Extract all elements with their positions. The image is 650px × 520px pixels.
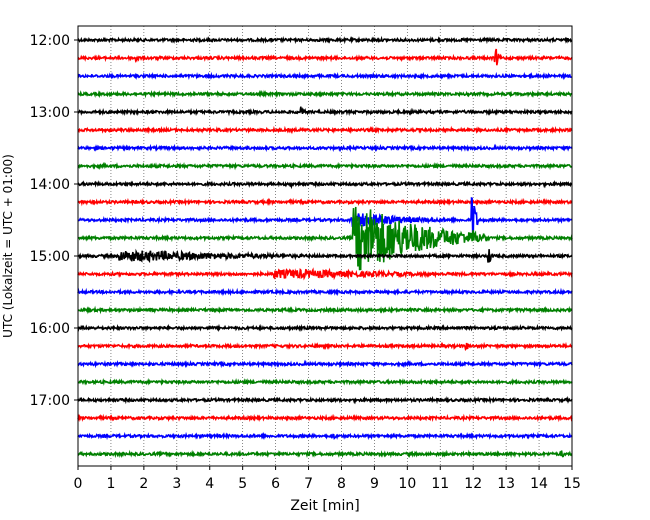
y-tick-label: 13:00 (30, 105, 70, 121)
trace-line (77, 395, 573, 405)
plot-frame (77, 25, 573, 467)
trace-line (77, 71, 573, 81)
y-tick-label: 17:00 (30, 393, 70, 409)
y-tick-label: 15:00 (30, 249, 70, 265)
trace-line (77, 305, 573, 315)
trace-line (77, 206, 573, 271)
trace-line (77, 449, 573, 459)
x-tick-label: 13 (497, 476, 515, 492)
trace-line (77, 179, 573, 190)
x-tick-label: 11 (431, 476, 449, 492)
y-axis-ticks: 12:00 13:00 14:00 15:00 16:00 17:00 (30, 33, 78, 409)
trace-line (77, 197, 573, 207)
trace-line (77, 143, 573, 153)
trace-line (77, 197, 573, 237)
y-tick-label: 16:00 (30, 321, 70, 337)
x-axis-ticks: 0 1 2 3 4 5 6 7 8 9 10 11 12 13 14 15 (74, 466, 581, 492)
trace-line (77, 431, 573, 441)
trace-line (77, 48, 573, 66)
trace-line (77, 287, 573, 297)
x-tick-label: 1 (106, 476, 115, 492)
x-tick-label: 14 (530, 476, 548, 492)
x-tick-label: 2 (139, 476, 148, 492)
trace-line (77, 359, 573, 369)
trace-line (77, 89, 573, 99)
y-tick-label: 12:00 (30, 33, 70, 49)
trace-line (77, 248, 573, 264)
trace-line (77, 125, 573, 135)
trace-line (77, 267, 573, 281)
trace-line (77, 341, 573, 352)
x-tick-label: 12 (464, 476, 482, 492)
trace-line (77, 35, 573, 45)
trace-line (77, 323, 573, 333)
x-tick-label: 5 (238, 476, 247, 492)
x-tick-label: 10 (398, 476, 416, 492)
trace-line (77, 377, 573, 387)
x-tick-label: 4 (205, 476, 214, 492)
y-axis-label: UTC (Lokalzeit = UTC + 01:00) (1, 154, 15, 338)
seismic-traces (77, 35, 573, 459)
grid-lines (110, 26, 540, 466)
x-tick-label: 0 (74, 476, 83, 492)
trace-line (77, 161, 573, 171)
trace-line (77, 413, 573, 423)
x-tick-label: 6 (271, 476, 280, 492)
plot-background (78, 26, 572, 466)
x-tick-label: 8 (337, 476, 346, 492)
x-tick-label: 7 (304, 476, 313, 492)
x-tick-label: 3 (172, 476, 181, 492)
x-tick-label: 15 (563, 476, 581, 492)
x-tick-label: 9 (370, 476, 379, 492)
x-axis-label: Zeit [min] (290, 498, 359, 514)
y-tick-label: 14:00 (30, 177, 70, 193)
trace-line (77, 106, 573, 117)
